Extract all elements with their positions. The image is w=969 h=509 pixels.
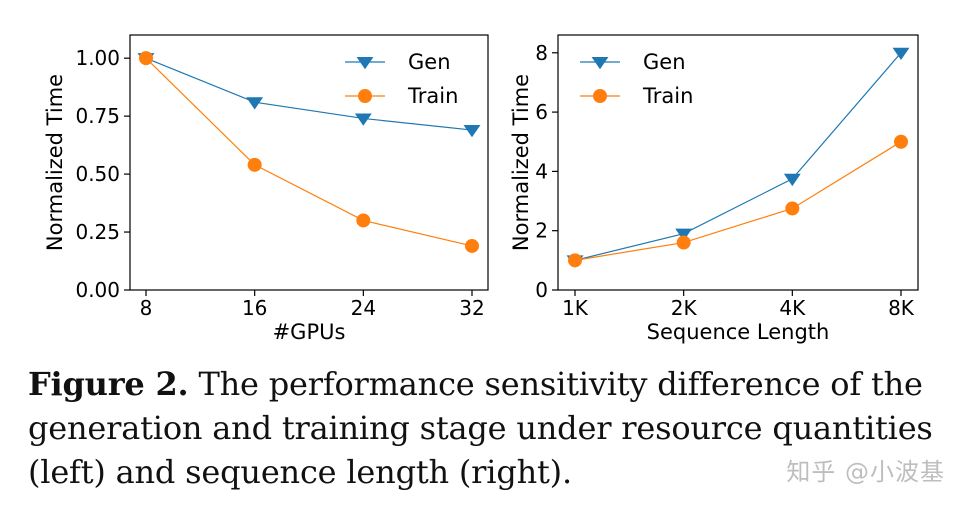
legend-train-label: Train bbox=[407, 84, 458, 108]
x-tick-label: 32 bbox=[459, 296, 484, 320]
series-gen-point bbox=[246, 97, 264, 110]
watermark: 知乎 @小波基 bbox=[786, 458, 945, 486]
y-tick-label: 4 bbox=[535, 159, 548, 183]
y-tick-label: 1.00 bbox=[75, 46, 120, 70]
legend-train-label: Train bbox=[642, 84, 693, 108]
legend-gen-label: Gen bbox=[408, 50, 451, 74]
y-tick-label: 8 bbox=[535, 41, 548, 65]
series-gen-point bbox=[354, 113, 372, 126]
y-tick-label: 0.25 bbox=[75, 220, 120, 244]
y-tick-label: 6 bbox=[535, 100, 548, 124]
x-tick-label: 4K bbox=[779, 296, 806, 320]
series-train-line bbox=[574, 141, 902, 261]
y-tick-label: 0.00 bbox=[75, 278, 120, 302]
legend-gen-marker bbox=[591, 57, 609, 70]
legend-gen-label: Gen bbox=[643, 50, 686, 74]
series-train-point bbox=[785, 201, 800, 216]
series-train-line bbox=[145, 57, 473, 247]
chart-1-frame bbox=[557, 34, 919, 291]
series-gen-point bbox=[463, 125, 481, 138]
chart-0: 0.00 0.25 0.50 0.75 1.00 8 16 24 32 #GPUs Normaliz… bbox=[43, 34, 489, 344]
series-gen-point bbox=[675, 228, 693, 241]
x-tick-label: 16 bbox=[242, 296, 267, 320]
legend-train-marker bbox=[593, 89, 607, 103]
chart-0-frame bbox=[129, 34, 489, 291]
y-axis-label: Normalized Time bbox=[43, 74, 67, 251]
y-tick-label: 2 bbox=[535, 219, 548, 243]
x-axis-label: #GPUs bbox=[273, 320, 346, 344]
x-tick-label: 24 bbox=[351, 296, 376, 320]
x-tick-label: 8K bbox=[888, 296, 915, 320]
y-tick-label: 0.75 bbox=[75, 104, 120, 128]
chart-1: 0 2 4 6 8 1K 2K 4K 8K Sequence Length Normalized T… bbox=[509, 34, 919, 344]
series-train-point bbox=[894, 134, 908, 149]
series-train-point bbox=[139, 51, 153, 66]
caption-text: The performance sensitivity difference o… bbox=[28, 365, 933, 491]
series-train-point bbox=[247, 157, 262, 172]
series-train-point bbox=[676, 235, 691, 250]
x-axis-label: Sequence Length bbox=[647, 320, 830, 344]
figure-charts: 0.000.250.500.751.008 16 24 32#GPUsNormaliz… bbox=[43, 34, 919, 344]
series-train-point bbox=[356, 213, 371, 228]
y-axis-label: Normalized Time bbox=[509, 74, 533, 251]
y-tick-label: 0 bbox=[535, 278, 548, 302]
x-tick-label: 8 bbox=[140, 296, 153, 320]
figure-caption: Figure 2. The performance sensitivity di… bbox=[28, 362, 948, 494]
series-gen-point bbox=[892, 47, 910, 61]
series-train-point bbox=[568, 253, 582, 268]
x-tick-label: 1K bbox=[562, 296, 589, 320]
caption-label: Figure 2. bbox=[28, 365, 189, 403]
series-gen-line bbox=[574, 52, 902, 261]
series-gen-point bbox=[783, 173, 801, 187]
legend-train-marker bbox=[358, 89, 372, 103]
x-tick-label: 2K bbox=[671, 296, 698, 320]
y-tick-label: 0.50 bbox=[75, 162, 120, 186]
legend-gen-marker bbox=[356, 57, 374, 70]
series-gen-line bbox=[145, 57, 473, 131]
series-train-point bbox=[465, 238, 479, 253]
